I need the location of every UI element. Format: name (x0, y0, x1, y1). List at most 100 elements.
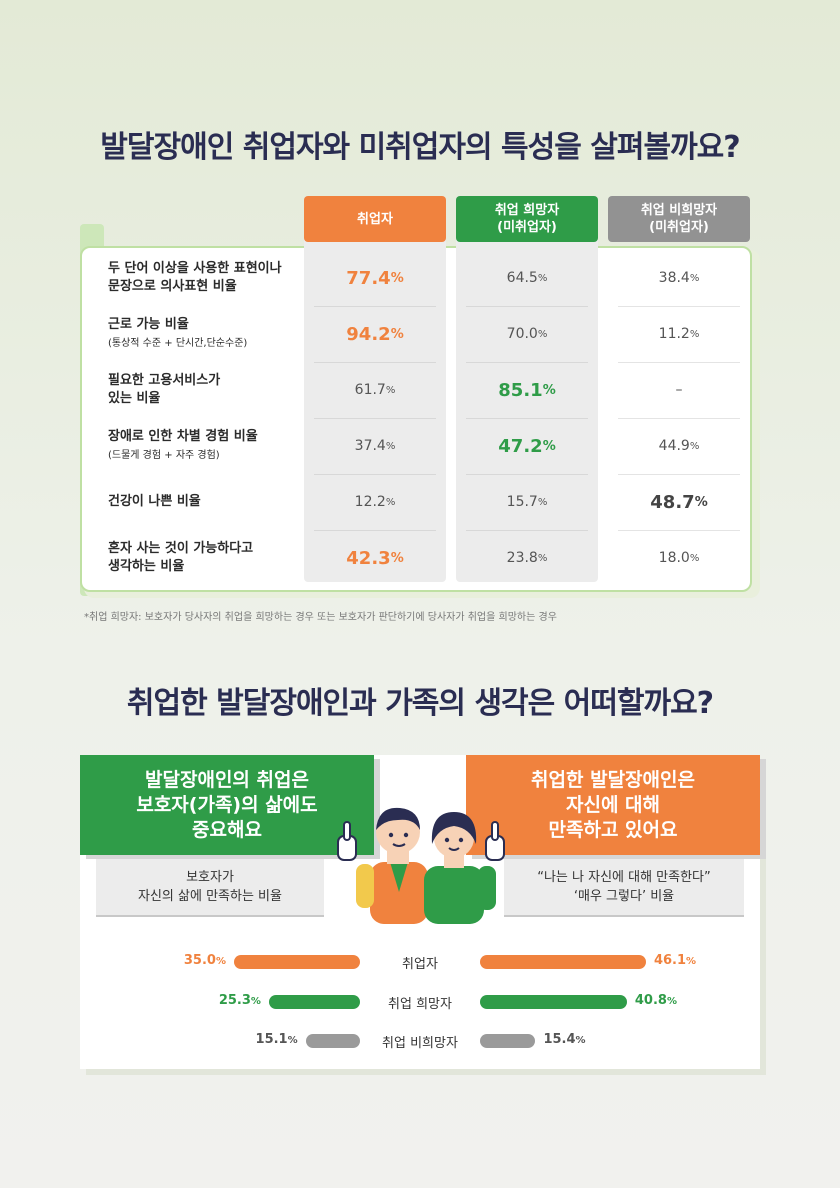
cell-unit: % (689, 328, 700, 340)
table-cell: 12.2% (304, 474, 446, 530)
right-value-unit: % (666, 996, 677, 1007)
comparison-table: 취업자 취업 희망자 (미취업자) 취업 비희망자 (미취업자) 두 단어 이상을 사… (80, 196, 760, 598)
table-cell: 94.2% (304, 306, 446, 362)
row-divider (314, 418, 436, 419)
cell-unit: % (390, 550, 404, 566)
cell-unit: % (537, 496, 548, 508)
banner-right-line-2: 자신에 대해 (565, 793, 660, 816)
row-label-note: (드물게 경험 + 자주 경험) (108, 450, 220, 461)
cell-value: 23.8 (506, 550, 538, 566)
right-value-unit: % (575, 1035, 586, 1046)
row-divider (466, 362, 588, 363)
left-value-number: 25.3 (218, 993, 251, 1008)
subhead-guardian-satisfaction: 보호자가 자신의 삶에 만족하는 비율 (96, 859, 324, 917)
row-divider (314, 306, 436, 307)
row-label-text-2: 있는 비율 (108, 391, 161, 406)
cell-unit: % (542, 382, 556, 398)
cell-value: 70.0 (506, 326, 538, 342)
cell-value: 44.9 (658, 438, 690, 454)
woman-figure-icon (424, 812, 505, 924)
row-divider (466, 418, 588, 419)
row-label-2: 근로 가능 비율 (통상적 수준 + 단시간,단순수준) (108, 316, 318, 351)
table-cell: 18.0% (608, 530, 750, 586)
column-header-1: 취업자 (304, 196, 446, 242)
two-workers-illustration (337, 807, 505, 924)
left-value-1: 35.0% (184, 953, 226, 968)
row-label-3: 필요한 고용서비스가 있는 비율 (108, 372, 318, 408)
category-label-3: 취업 비희망자 (382, 1036, 458, 1051)
banner-left-line-1: 발달장애인의 취업은 (145, 768, 309, 791)
table-cell: 15.7% (456, 474, 598, 530)
cell-unit: % (385, 440, 396, 452)
cell-unit: % (390, 326, 404, 342)
row-label-text: 건강이 나쁜 비율 (108, 494, 201, 509)
row-label-text: 혼자 사는 것이 가능하다고 (108, 541, 254, 556)
row-divider (314, 474, 436, 475)
table-cell: 38.4% (608, 250, 750, 306)
row-label-text: 근로 가능 비율 (108, 317, 189, 332)
cell-value: 47.2 (498, 435, 543, 457)
banner-left-line-2: 보호자(가족)의 삶에도 (136, 793, 318, 816)
right-value-2: 40.8% (635, 993, 677, 1008)
satisfaction-section-title: 취업한 발달장애인과 가족의 생각은 어떠할까요? (126, 686, 714, 721)
cell-value: 61.7 (354, 382, 386, 398)
row-label-text-2: 생각하는 비율 (108, 559, 185, 574)
cell-value: 18.0 (658, 550, 690, 566)
table-cell: 23.8% (456, 530, 598, 586)
cell-unit: % (689, 440, 700, 452)
cell-unit: % (537, 272, 548, 284)
table-cell: 77.4% (304, 250, 446, 306)
row-label-text-2: 문장으로 의사표현 비율 (108, 279, 237, 294)
right-bar-3 (480, 1034, 536, 1048)
table-cell: 42.3% (304, 530, 446, 586)
cell-value: – (675, 382, 683, 398)
left-bar-3 (305, 1034, 360, 1048)
column-background-1 (304, 196, 446, 582)
left-value-unit: % (215, 956, 226, 967)
right-value-1: 46.1% (654, 953, 696, 968)
column-header-2: 취업 희망자 (미취업자) (456, 196, 598, 242)
right-bar-1 (480, 955, 646, 969)
table-cell: – (608, 362, 750, 418)
row-divider (618, 530, 740, 531)
table-cell: 47.2% (456, 418, 598, 474)
column-header-3: 취업 비희망자 (미취업자) (608, 196, 750, 242)
table-cell: 64.5% (456, 250, 598, 306)
left-value-unit: % (250, 996, 261, 1007)
cell-value: 38.4 (658, 270, 690, 286)
cell-value: 12.2 (354, 494, 386, 510)
row-divider (618, 306, 740, 307)
subhead-left-line-1: 보호자가 (186, 870, 234, 885)
footnote: *취업 희망자: 보호자가 당사자의 취업을 희망하는 경우 또는 보호자가 판… (84, 612, 557, 623)
cell-value: 85.1 (498, 379, 543, 401)
table-cell: 11.2% (608, 306, 750, 362)
row-divider (314, 362, 436, 363)
row-divider (314, 530, 436, 531)
right-value-number: 40.8 (634, 993, 667, 1008)
table-cell: 85.1% (456, 362, 598, 418)
cell-unit: % (537, 328, 548, 340)
left-value-number: 35.0 (183, 953, 216, 968)
cell-value: 11.2 (658, 326, 690, 342)
banner-guardian: 발달장애인의 취업은 보호자(가족)의 삶에도 중요해요 (80, 755, 374, 855)
cell-value: 94.2 (346, 323, 391, 345)
table-cell: 44.9% (608, 418, 750, 474)
row-label-5: 건강이 나쁜 비율 (108, 493, 318, 511)
column-background-2 (456, 196, 598, 582)
row-label-note: (통상적 수준 + 단시간,단순수준) (108, 338, 248, 349)
table-cell: 37.4% (304, 418, 446, 474)
row-divider (466, 530, 588, 531)
left-value-3: 15.1% (256, 1032, 298, 1047)
table-section-title: 발달장애인 취업자와 미취업자의 특성을 살펴볼까요? (100, 130, 740, 165)
banner-right-line-3: 만족하고 있어요 (548, 818, 678, 841)
row-label-4: 장애로 인한 차별 경험 비율 (드물게 경험 + 자주 경험) (108, 428, 318, 463)
row-label-text: 두 단어 이상을 사용한 표현이나 (108, 261, 282, 276)
subhead-right-line-2: ‘매우 그렇다’ 비율 (573, 889, 675, 904)
cell-unit: % (390, 270, 404, 286)
banner-right-line-1: 취업한 발달장애인은 (531, 768, 695, 791)
right-value-number: 46.1 (653, 953, 687, 968)
man-figure-icon (337, 807, 428, 924)
cell-unit: % (689, 552, 700, 564)
cell-value: 15.7 (506, 494, 538, 510)
